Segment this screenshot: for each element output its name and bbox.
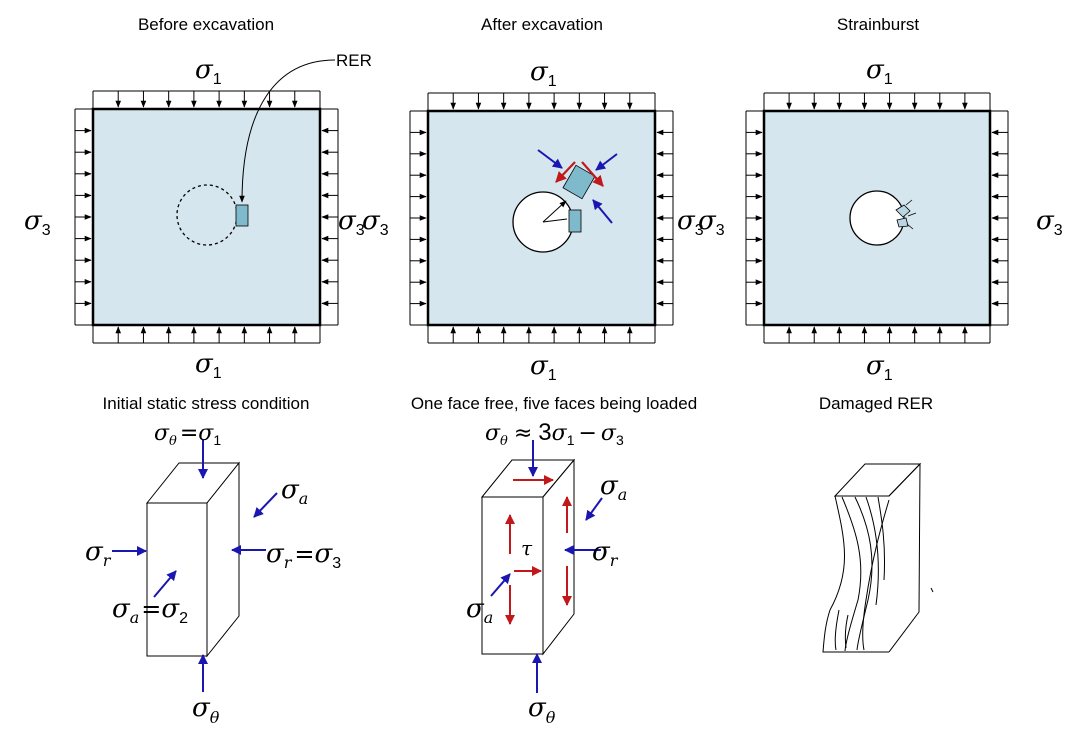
sigma-a-arrow-back <box>585 497 603 521</box>
sigma-theta-equals-sigma1: σθ =σ1 <box>154 421 221 449</box>
sigma-3-left: σ3 <box>24 206 51 239</box>
rock-block <box>91 107 322 327</box>
excavation-opening <box>849 190 905 246</box>
compression-arrow <box>595 153 618 171</box>
stress-block-loaded: σθ ≈3σ1− σ3 σa σr τ σa σθ <box>466 419 627 727</box>
sigma-a-arrow-front <box>490 573 511 597</box>
shear-arrow <box>555 161 576 183</box>
sigma-3-left: σ3 <box>362 206 389 239</box>
panel-strainburst: σ1 σ1 σ3 σ3 <box>698 55 1063 384</box>
radius-arrow <box>542 200 567 223</box>
load-arrows-before <box>74 90 339 344</box>
sigma-1-bottom: σ1 <box>195 349 222 382</box>
shear-arrow <box>581 161 604 187</box>
panel-title-before: Before excavation <box>138 15 274 34</box>
load-arrows-strainburst <box>745 92 1009 344</box>
rock-block <box>426 109 657 327</box>
rer-label: RER <box>336 51 372 70</box>
panel-before-excavation: RER σ1 σ1 σ3 <box>24 51 372 382</box>
rer-pointer-arrow <box>239 59 336 203</box>
sigma-theta-bottom-label: σθ <box>192 693 220 727</box>
sigma-1-top: σ1 <box>866 55 893 88</box>
sigma-r-equals-sigma3: σr =σ3 <box>266 539 341 572</box>
panel-after-excavation: σ1 σ1 σ3 <box>362 57 674 384</box>
sigma-3-right-after: σ3 <box>677 206 704 239</box>
sigma-1-bottom: σ1 <box>530 351 557 384</box>
sigma-a-arrow-back <box>253 492 278 518</box>
compression-arrow <box>592 199 613 224</box>
sigma-a-front-label: σa <box>466 594 493 627</box>
sigma-theta-bottom-label: σθ <box>528 693 556 727</box>
sigma-1-bottom: σ1 <box>866 351 893 384</box>
sigma-theta-approx: σθ ≈3σ1− σ3 <box>485 419 624 449</box>
compression-arrow <box>537 149 563 169</box>
sigma-1-top: σ1 <box>195 55 222 88</box>
stress-block-initial: σθ =σ1 σa σr σr =σ3 σa=σ2 σθ <box>85 421 341 727</box>
sigma-3-left: σ3 <box>698 206 725 239</box>
radius-line <box>542 218 568 223</box>
load-arrows-after <box>409 92 674 344</box>
panel-title-strainburst: Strainburst <box>837 15 919 34</box>
sigma-3-right-before: σ3 <box>338 206 365 239</box>
sigma-a-arrow-front <box>153 570 177 598</box>
panel-title-after: After excavation <box>481 15 603 34</box>
sigma-3-right: σ3 <box>1036 206 1063 239</box>
sigma-a-equals-sigma2: σa=σ2 <box>112 594 188 627</box>
rotated-rer-element <box>562 164 596 200</box>
damaged-rer-sketch <box>822 462 934 653</box>
rer-element <box>568 209 582 233</box>
spalled-fragments <box>895 199 917 230</box>
tau-label: τ <box>521 536 533 560</box>
sigma-r-label: σr <box>592 537 619 570</box>
sigma-a-label: σa <box>600 471 627 504</box>
subtitle-one-face-free: One face free, five faces being loaded <box>411 394 697 413</box>
sigma-1-top: σ1 <box>530 57 557 90</box>
subtitle-initial-stress: Initial static stress condition <box>103 394 310 413</box>
rer-element <box>235 204 249 227</box>
sigma-r-label: σr <box>85 537 112 570</box>
sigma-a-label: σa <box>281 475 308 508</box>
subtitle-damaged-rer: Damaged RER <box>819 394 933 413</box>
